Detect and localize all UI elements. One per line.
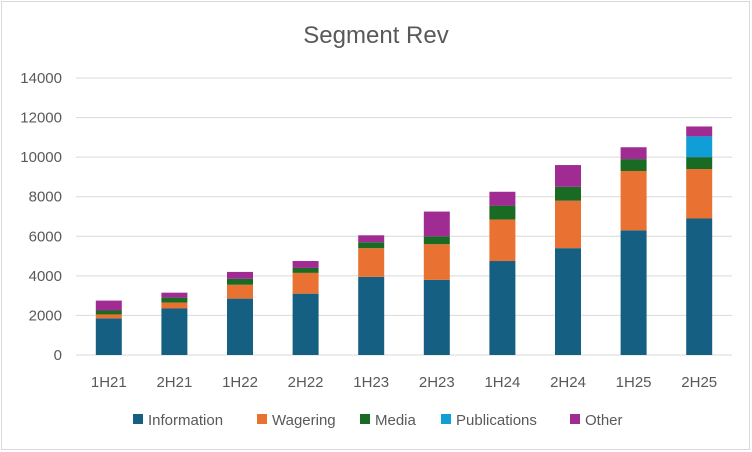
bar-segment-other-2h23 — [423, 211, 450, 237]
x-tick-label: 1H23 — [353, 374, 389, 391]
bar-segment-media-1h22 — [227, 278, 253, 285]
bar-segment-wagering-1h25 — [620, 170, 647, 231]
bar-segment-information-2h24 — [555, 248, 581, 355]
bar-segment-wagering-2h21 — [161, 302, 188, 309]
bar-segment-other-1h23 — [358, 235, 385, 243]
x-tick-label: 2H24 — [550, 374, 586, 391]
bar-segment-information-1h22 — [227, 298, 253, 355]
bar-segment-other-2h21 — [161, 292, 188, 298]
bar-segment-information-2h25 — [686, 218, 713, 355]
y-tick-label: 4000 — [29, 268, 62, 285]
bar-segment-media-2h25 — [686, 157, 713, 170]
bar-segment-other-1h25 — [620, 147, 647, 160]
bar-segment-wagering-2h22 — [292, 272, 319, 294]
bar-segment-wagering-1h24 — [489, 219, 516, 262]
bar-segment-other-1h22 — [227, 271, 253, 279]
y-tick-label: 10000 — [20, 149, 62, 166]
y-tick-label: 8000 — [29, 189, 62, 206]
bar-segment-other-2h22 — [292, 261, 319, 268]
bar-segment-wagering-1h22 — [227, 284, 253, 299]
bar-segment-media-2h23 — [423, 236, 450, 245]
bar-segment-information-2h22 — [292, 293, 319, 355]
legend-swatch-information — [133, 414, 143, 424]
bar-segment-other-2h24 — [555, 165, 581, 187]
y-tick-label: 6000 — [29, 228, 62, 245]
bar-segment-information-2h21 — [161, 308, 188, 355]
bar-segment-information-1h25 — [620, 230, 647, 355]
bar-segment-wagering-2h25 — [686, 169, 713, 219]
legend-label-other: Other — [585, 412, 623, 429]
legend-swatch-media — [360, 414, 370, 424]
legend-label-information: Information — [148, 412, 223, 429]
bar-segment-wagering-2h23 — [423, 244, 450, 280]
chart-title: Segment Rev — [303, 22, 448, 49]
x-tick-label: 1H22 — [222, 374, 258, 391]
y-tick-label: 14000 — [20, 70, 62, 87]
bar-segment-media-2h22 — [292, 267, 319, 273]
bar-segment-media-2h21 — [161, 297, 188, 303]
x-tick-label: 2H23 — [419, 374, 455, 391]
legend-swatch-publications — [441, 414, 451, 424]
bar-segment-wagering-2h24 — [555, 200, 581, 249]
x-tick-label: 1H24 — [484, 374, 520, 391]
bar-segment-wagering-1h21 — [95, 314, 122, 319]
bar-segment-media-1h23 — [358, 242, 385, 249]
bar-segment-publications-2h25 — [686, 136, 713, 158]
legend-swatch-other — [570, 414, 580, 424]
y-axis-tick-labels: 0 2000 4000 6000 8000 10000 12000 14000 — [20, 70, 62, 364]
legend-label-media: Media — [375, 412, 417, 429]
legend-swatch-wagering — [257, 414, 267, 424]
bar-segment-wagering-1h23 — [358, 248, 385, 277]
bar-segment-information-1h24 — [489, 261, 516, 355]
legend-label-publications: Publications — [456, 412, 537, 429]
bar-segment-other-1h24 — [489, 191, 516, 206]
bar-segment-other-2h25 — [686, 126, 713, 137]
bar-segment-media-2h24 — [555, 186, 581, 201]
x-tick-label: 2H21 — [156, 374, 192, 391]
bar-segment-media-1h24 — [489, 205, 516, 220]
bar-segment-media-1h25 — [620, 159, 647, 171]
bar-segment-information-2h23 — [423, 279, 450, 355]
y-tick-label: 12000 — [20, 110, 62, 127]
y-tick-label: 0 — [54, 347, 62, 364]
bar-segment-information-1h21 — [95, 318, 122, 355]
x-tick-label: 1H21 — [91, 374, 127, 391]
bar-segment-information-1h23 — [358, 276, 385, 355]
x-tick-label: 1H25 — [616, 374, 652, 391]
x-tick-label: 2H22 — [288, 374, 324, 391]
stacked-bars — [95, 126, 713, 355]
legend: Information Wagering Media Publications Othe… — [133, 412, 623, 429]
x-tick-label: 2H25 — [681, 374, 717, 391]
bar-segment-media-1h21 — [95, 310, 122, 315]
x-axis-tick-labels: 1H21 2H21 1H22 2H22 1H23 2H23 1H24 2H24 1H25 2H25 — [91, 374, 717, 391]
legend-label-wagering: Wagering — [272, 412, 336, 429]
bar-segment-other-1h21 — [95, 300, 122, 311]
y-tick-label: 2000 — [29, 307, 62, 324]
